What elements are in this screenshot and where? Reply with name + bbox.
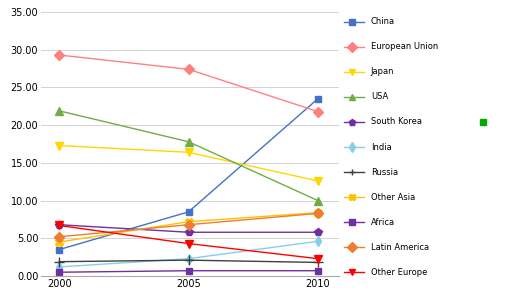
Africa xyxy=(56,270,62,274)
South Korea xyxy=(315,230,321,234)
Line: China: China xyxy=(56,95,321,253)
Russia xyxy=(56,260,62,263)
India xyxy=(315,239,321,243)
Other Europe xyxy=(56,224,62,227)
USA xyxy=(315,199,321,202)
European Union xyxy=(56,53,62,57)
European Union xyxy=(315,110,321,113)
Line: Other Asia: Other Asia xyxy=(55,208,322,246)
Text: Latin America: Latin America xyxy=(371,243,429,252)
Text: Africa: Africa xyxy=(371,218,395,227)
Other Asia xyxy=(56,240,62,244)
Line: Russia: Russia xyxy=(54,255,323,267)
Text: Japan: Japan xyxy=(371,67,394,76)
China xyxy=(56,248,62,251)
USA xyxy=(185,140,191,143)
Line: Africa: Africa xyxy=(56,268,321,275)
Line: India: India xyxy=(56,238,321,270)
Text: Other Europe: Other Europe xyxy=(371,268,427,277)
Text: China: China xyxy=(371,17,395,26)
Other Europe xyxy=(185,242,191,245)
Japan xyxy=(315,179,321,183)
Line: European Union: European Union xyxy=(56,52,321,115)
China xyxy=(185,210,191,214)
India xyxy=(56,265,62,269)
Japan xyxy=(56,144,62,147)
Line: Other Europe: Other Europe xyxy=(55,221,322,263)
Latin America xyxy=(185,223,191,226)
Latin America xyxy=(315,212,321,215)
Other Asia xyxy=(315,211,321,214)
Japan xyxy=(185,151,191,154)
Line: Japan: Japan xyxy=(55,141,322,185)
South Korea xyxy=(56,223,62,226)
Other Asia xyxy=(185,220,191,224)
Text: European Union: European Union xyxy=(371,42,438,51)
South Korea xyxy=(185,230,191,234)
USA xyxy=(56,109,62,112)
Line: Latin America: Latin America xyxy=(56,210,321,240)
Text: South Korea: South Korea xyxy=(371,117,422,126)
Russia xyxy=(315,261,321,264)
Other Europe xyxy=(315,257,321,260)
Africa xyxy=(185,269,191,272)
Line: South Korea: South Korea xyxy=(55,220,322,236)
Latin America xyxy=(56,235,62,238)
Text: Other Asia: Other Asia xyxy=(371,193,415,202)
Text: USA: USA xyxy=(371,92,388,101)
Text: India: India xyxy=(371,142,391,152)
Line: USA: USA xyxy=(55,106,322,205)
China xyxy=(315,97,321,101)
Russia xyxy=(185,258,191,262)
Text: Russia: Russia xyxy=(371,168,398,177)
India xyxy=(185,257,191,260)
European Union xyxy=(185,68,191,71)
Africa xyxy=(315,269,321,272)
